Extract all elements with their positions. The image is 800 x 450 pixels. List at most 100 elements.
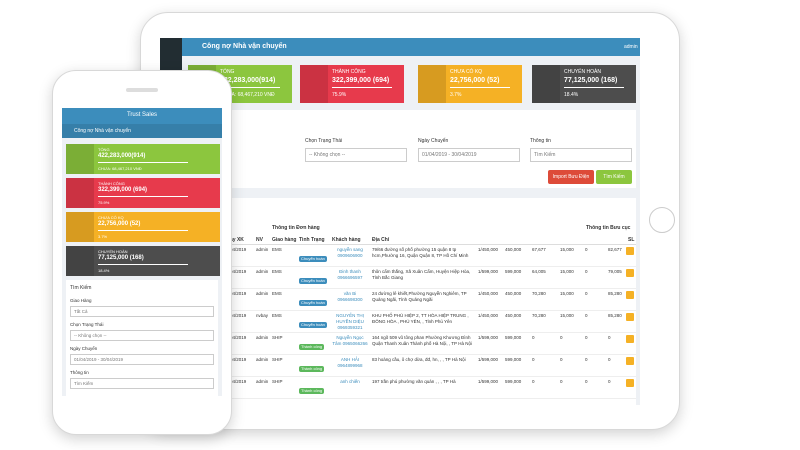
cell: EMS xyxy=(272,269,282,274)
filter-input[interactable]: -- Không chọn -- xyxy=(305,148,407,162)
row-rule xyxy=(186,310,636,311)
cell: admin xyxy=(256,379,269,384)
header-rule xyxy=(186,244,636,245)
row-icon[interactable] xyxy=(626,379,634,387)
column-header: Giao hàng xyxy=(272,237,297,243)
row-rule xyxy=(186,266,636,267)
speaker xyxy=(126,88,158,92)
customer: NGUYỄN THỊ HUYỀN DIỆU 0969359321 xyxy=(336,313,364,330)
row-icon[interactable] xyxy=(626,291,634,299)
cell: 67,677 xyxy=(532,247,546,252)
table-panel: Thông tin Đơn hàng Thông tin Bưu cục ày XK… xyxy=(186,198,636,405)
row-icon[interactable] xyxy=(626,269,634,277)
filter-input[interactable]: 01/04/2019 - 30/04/2019 xyxy=(70,354,214,365)
cell: 0 xyxy=(532,335,535,340)
cell: admin xyxy=(256,335,269,340)
filter-input[interactable]: 01/04/2019 - 30/04/2019 xyxy=(418,148,520,162)
cell: 599,000 xyxy=(505,335,522,340)
search-button[interactable]: Tìm Kiếm xyxy=(596,170,632,184)
cell: 450,000 xyxy=(505,247,522,252)
address: 79/66 đường số phố phường 15 quận 8 tp h… xyxy=(372,247,469,258)
card-label: CHUYỂN HOÀN xyxy=(564,69,601,75)
import-button[interactable]: Import Bưu Điện xyxy=(548,170,594,184)
cell: 70,280 xyxy=(532,291,546,296)
badge: Thành công xyxy=(299,366,325,372)
row-icon[interactable] xyxy=(626,357,634,365)
cell: 04/2019 xyxy=(230,313,247,318)
column-header: Địa Chỉ xyxy=(372,237,390,243)
app-title: Trust Sales xyxy=(126,112,158,118)
card-sub: 75.9% xyxy=(332,92,347,98)
cell: 0 xyxy=(608,379,611,384)
badge: Thành công xyxy=(299,388,325,394)
cell: 0 xyxy=(560,357,563,362)
cell: 15,000 xyxy=(560,247,574,252)
progress xyxy=(98,162,188,163)
filter-input[interactable]: Tất Cả xyxy=(70,306,214,317)
cell: 599,000 xyxy=(505,379,522,384)
progress xyxy=(450,87,510,88)
column-header: NV xyxy=(256,237,263,243)
address: 164 ngõ 509 vũ tông phan Phường Khương Đ… xyxy=(372,335,472,346)
cell: 79,005 xyxy=(608,269,622,274)
badge: Chuyển hoàn xyxy=(299,322,327,328)
status-badge: Thành công xyxy=(299,379,325,397)
cell: SHIP xyxy=(272,335,283,340)
address: thôn cẩm thắng, Xã Xuân Cẩm, Huyện Hiệp … xyxy=(372,269,471,280)
card-value: 422,283,000(914) xyxy=(98,153,146,159)
cell: EMS xyxy=(272,313,282,318)
cell: 0 xyxy=(532,357,535,362)
filter-input[interactable]: Tìm Kiếm xyxy=(70,378,214,389)
card-label: CHUYỂN HOÀN xyxy=(98,249,128,254)
cell: 0 xyxy=(585,269,588,274)
customer: anh chiến xyxy=(340,379,360,384)
row-icon[interactable] xyxy=(626,335,634,343)
customer: văn Bi 0966698300 xyxy=(337,291,363,302)
cell: 04/2019 xyxy=(230,247,247,252)
cell: 85,280 xyxy=(608,313,622,318)
card-sub: CHƯA: 68,467,210 VNĐ xyxy=(220,92,275,98)
cell: EMS xyxy=(272,247,282,252)
stat-card: TỔNG 422,283,000(914) CHƯA: 68,467,210 VNĐ xyxy=(66,144,220,174)
cell: 0 xyxy=(585,379,588,384)
column-header: Tình Trạng xyxy=(299,237,325,243)
card-value: 77,125,000 (168) xyxy=(564,77,618,84)
cell: SHIP xyxy=(272,379,283,384)
row-rule xyxy=(186,354,636,355)
cell: 70,280 xyxy=(532,313,546,318)
cell: 1/450,000 xyxy=(478,247,499,252)
card-sub: 3.7% xyxy=(98,234,108,239)
badge: Chuyển hoàn xyxy=(299,300,327,306)
card-icon xyxy=(66,246,94,276)
status-badge: Chuyển hoàn xyxy=(299,269,327,287)
card-label: TỔNG xyxy=(220,69,235,75)
card-label: CHƯA CÓ KQ xyxy=(450,69,483,75)
progress xyxy=(98,264,188,265)
row-icon[interactable] xyxy=(626,313,634,321)
row-rule xyxy=(186,332,636,333)
progress xyxy=(98,230,188,231)
header-bar xyxy=(62,108,222,124)
cell: 04/2019 xyxy=(230,357,247,362)
progress xyxy=(98,196,188,197)
column-header: SL xyxy=(628,237,635,243)
cell: 04/2019 xyxy=(230,379,247,384)
cell: 04/2019 xyxy=(230,291,247,296)
filter-input[interactable]: Tìm Kiếm xyxy=(530,148,632,162)
tablet-screen: Công nợ Nhà vận chuyển admin TỔNG 422,283,0… xyxy=(160,38,640,405)
cell: 1/450,000 xyxy=(478,313,499,318)
card-value: 77,125,000 (168) xyxy=(98,255,144,261)
filter-input[interactable]: -- Không chọn -- xyxy=(70,330,214,341)
card-label: THÀNH CÔNG xyxy=(98,181,125,186)
row-icon[interactable] xyxy=(626,247,634,255)
cell: nvbay xyxy=(256,313,269,318)
status-badge: Chuyển hoàn xyxy=(299,291,327,309)
card-sub: 18.4% xyxy=(98,268,110,273)
cell: 599,000 xyxy=(505,357,522,362)
progress xyxy=(220,87,280,88)
cell: 599,000 xyxy=(505,269,522,274)
row-rule xyxy=(186,288,636,289)
phone-screen: Trust Sales Công nợ Nhà vận chuyển TỔNG 422… xyxy=(62,108,222,396)
cell: 1/450,000 xyxy=(478,291,499,296)
card-sub: 75.9% xyxy=(98,200,110,205)
